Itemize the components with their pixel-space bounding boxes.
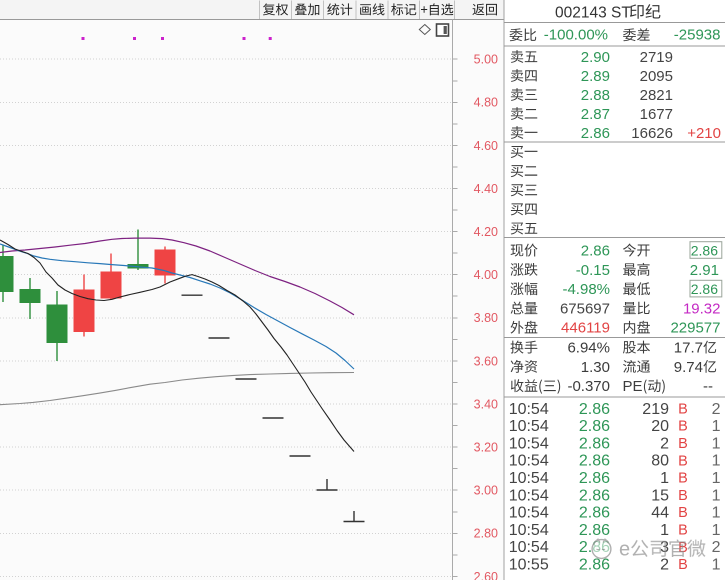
svg-text:10:54: 10:54 [509,470,549,487]
svg-text:15: 15 [651,487,669,504]
svg-text:+210: +210 [687,125,721,142]
svg-text:2: 2 [660,435,669,452]
svg-text:4.60: 4.60 [474,139,498,153]
svg-text:3.60: 3.60 [474,354,498,368]
svg-text:3.20: 3.20 [474,441,498,455]
svg-text:4.20: 4.20 [474,225,498,239]
svg-text:19.32: 19.32 [683,300,721,317]
svg-text:2.86: 2.86 [581,243,610,260]
svg-text:1: 1 [712,522,721,539]
svg-text:2095: 2095 [640,68,673,85]
svg-text:B: B [678,488,688,504]
svg-text:44: 44 [651,505,669,522]
svg-text:2.80: 2.80 [474,527,498,541]
svg-text:2.88: 2.88 [581,87,610,104]
svg-text:229577: 229577 [670,320,720,337]
svg-text:--: -- [703,378,713,395]
svg-text:2.87: 2.87 [581,106,610,123]
svg-text:3.40: 3.40 [474,397,498,411]
svg-text:2.86: 2.86 [581,125,610,142]
svg-text:2.86: 2.86 [579,418,610,435]
svg-text:80: 80 [651,453,669,470]
svg-text:PE: PE [623,378,643,395]
svg-text:446119: 446119 [561,320,610,337]
svg-text:2719: 2719 [640,49,673,66]
svg-text:16626: 16626 [631,125,673,142]
svg-text:2821: 2821 [640,87,673,104]
svg-text:B: B [678,523,688,539]
svg-text:3.80: 3.80 [474,311,498,325]
svg-text:1: 1 [712,453,721,470]
svg-text:-100.00%: -100.00% [544,27,608,44]
svg-text:2.86: 2.86 [579,505,610,522]
svg-text:1: 1 [712,505,721,522]
svg-text:B: B [678,436,688,452]
svg-text:10:54: 10:54 [509,522,549,539]
svg-text:2.86: 2.86 [579,453,610,470]
svg-text:1: 1 [660,470,669,487]
svg-text:2.86: 2.86 [691,242,718,258]
svg-text:1: 1 [712,487,721,504]
svg-text:2.91: 2.91 [690,262,719,279]
svg-text:10:54: 10:54 [509,453,549,470]
svg-text:-0.370: -0.370 [567,378,610,395]
svg-text:2: 2 [712,401,721,418]
svg-text:2: 2 [660,557,669,574]
svg-text:2: 2 [712,539,721,556]
svg-text:10:54: 10:54 [509,418,549,435]
svg-text:1: 1 [712,557,721,574]
svg-text:10:54: 10:54 [509,487,549,504]
svg-text:2.86: 2.86 [579,487,610,504]
svg-text:4.40: 4.40 [474,182,498,196]
svg-text:B: B [678,453,688,469]
svg-text:-25938: -25938 [674,27,721,44]
svg-text:B: B [678,505,688,521]
svg-text:2.86: 2.86 [579,522,610,539]
svg-text:1: 1 [712,470,721,487]
svg-text:1.30: 1.30 [581,359,610,376]
svg-text:9.74: 9.74 [674,359,703,376]
svg-text:002143 ST: 002143 ST [555,5,631,22]
svg-text:2.86: 2.86 [579,401,610,418]
svg-text:-4.98%: -4.98% [562,281,610,298]
svg-text:2.89: 2.89 [581,68,610,85]
svg-text:B: B [678,419,688,435]
svg-text:5.00: 5.00 [474,53,498,67]
svg-text:-0.15: -0.15 [576,262,610,279]
svg-text:2.86: 2.86 [579,557,610,574]
svg-text:e: e [619,539,630,561]
svg-text:B: B [678,557,688,573]
svg-text:2.86: 2.86 [579,470,610,487]
svg-text:10:55: 10:55 [509,557,549,574]
svg-text:675697: 675697 [560,300,610,317]
svg-text:1677: 1677 [640,106,673,123]
svg-text:B: B [678,401,688,417]
svg-text:2.60: 2.60 [474,570,498,580]
svg-text:10:54: 10:54 [509,505,549,522]
svg-text:219: 219 [642,401,669,418]
svg-text:6.94%: 6.94% [567,340,610,357]
svg-text:2.86: 2.86 [579,435,610,452]
svg-text:1: 1 [712,418,721,435]
svg-text:10:54: 10:54 [509,401,549,418]
svg-text:1: 1 [660,522,669,539]
svg-text:4.80: 4.80 [474,96,498,110]
svg-text:10:54: 10:54 [509,539,549,556]
svg-text:20: 20 [651,418,669,435]
svg-text:17.7: 17.7 [674,340,703,357]
svg-text:2.90: 2.90 [581,49,610,66]
svg-text:1: 1 [712,435,721,452]
svg-text:3.00: 3.00 [474,484,498,498]
svg-text:4.00: 4.00 [474,268,498,282]
svg-text:10:54: 10:54 [509,435,549,452]
svg-text:2.86: 2.86 [691,281,718,297]
svg-text:B: B [678,471,688,487]
